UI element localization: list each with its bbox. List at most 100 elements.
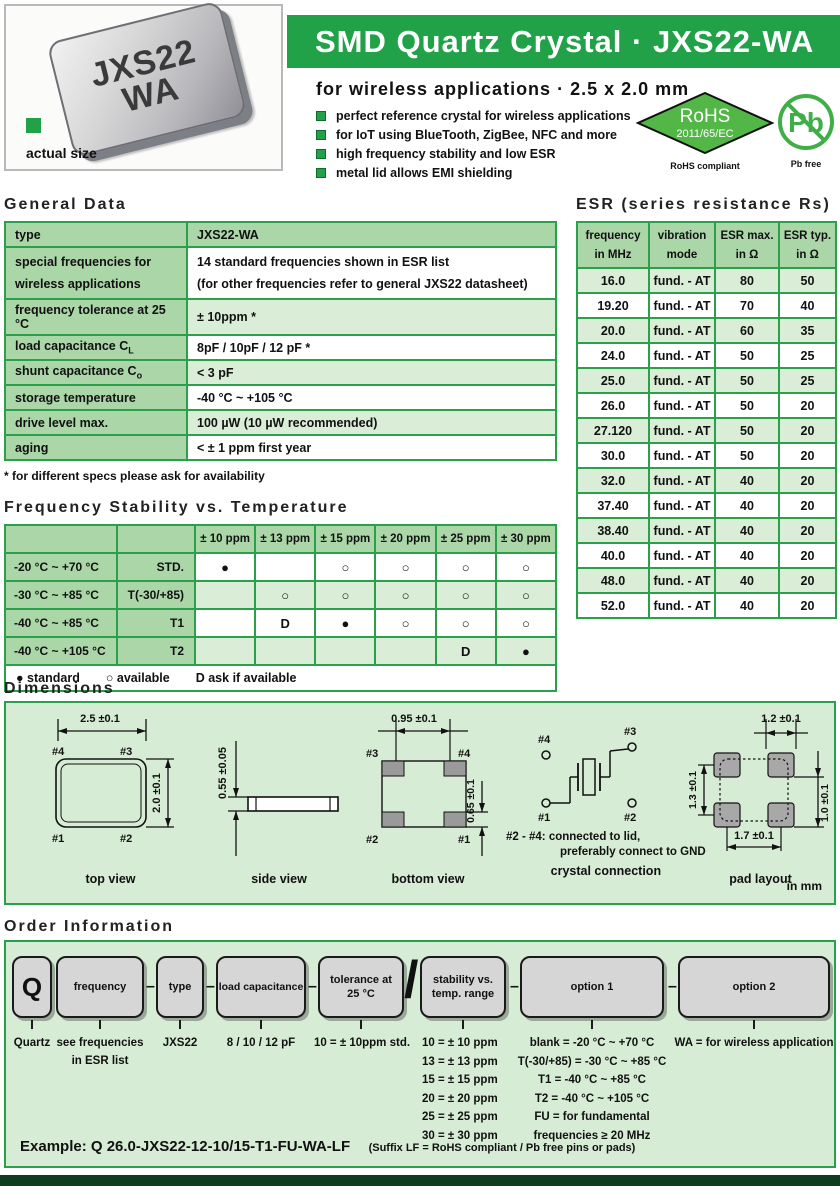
feature-bullets: perfect reference crystal for wireless a… <box>316 106 631 182</box>
bullet-text: perfect reference crystal for wireless a… <box>336 108 631 123</box>
esr-max: 80 <box>714 267 780 294</box>
order-box-frequency-label: frequency <box>73 981 127 993</box>
esr-typ: 20 <box>778 542 837 569</box>
col-header-max: ESR max. <box>714 221 780 245</box>
dash-separator: – <box>510 978 519 995</box>
esr-frequency: 26.0 <box>576 392 650 419</box>
stability-option: 25 = ± 25 ppm <box>422 1111 498 1123</box>
esr-typ: 25 <box>778 367 837 394</box>
esr-frequency: 25.0 <box>576 367 650 394</box>
chip-marking: JXS22 WA <box>87 32 207 124</box>
esr-typ: 20 <box>778 442 837 469</box>
table-row: drive level max. 100 µW (10 µW recommend… <box>4 409 557 436</box>
ppm-header: ± 13 ppm <box>254 524 317 554</box>
svg-text:#1: #1 <box>52 833 64 845</box>
temp-code-cell: T1 <box>116 608 196 638</box>
general-data-section: General Data type JXS22-WA special frequ… <box>4 196 558 692</box>
esr-max: 50 <box>714 392 780 419</box>
connection-note-line1: #2 - #4: connected to lid, <box>506 831 641 843</box>
bottom-view-drawing: 0.95 ±0.1 #3 #4 #2 #1 0.6 <box>358 711 498 886</box>
actual-size-square <box>26 118 41 133</box>
esr-max: 40 <box>714 567 780 594</box>
option1-list: blank = -20 °C ~ +70 °C T(-30/+85) = -30 … <box>506 1034 678 1145</box>
availability-cell: ○ <box>254 580 317 610</box>
connection-note: #2 - #4: connected to lid, preferably co… <box>506 830 706 860</box>
example-code: Example: Q 26.0-JXS22-12-10/15-T1-FU-WA-… <box>20 1138 351 1155</box>
availability-cell: ● <box>193 552 257 582</box>
table-row: special frequencies for wireless applica… <box>4 246 557 300</box>
row-value-line1: 14 standard frequencies shown in ESR lis… <box>197 255 450 269</box>
legend-label: ask if available <box>208 671 297 685</box>
order-info-panel: Q Quartz frequency see frequencies in ES… <box>4 940 836 1168</box>
dimensions-panel: 2.5 ±0.1 #4 #3 2.0 ±0.1 #1 #2 top view <box>4 701 836 905</box>
top-view-drawing: 2.5 ±0.1 #4 #3 2.0 ±0.1 #1 #2 top view <box>28 711 193 886</box>
table-row: storage temperature -40 °C ~ +105 °C <box>4 384 557 411</box>
esr-frequency: 30.0 <box>576 442 650 469</box>
availability-cell: ● <box>494 636 558 666</box>
esr-mode: fund. - AT <box>648 492 716 519</box>
esr-row: 32.0 fund. - AT 40 20 <box>576 467 837 494</box>
svg-text:2.0 ±0.1: 2.0 ±0.1 <box>151 773 163 813</box>
row-value: < 3 pF <box>186 359 557 386</box>
page-title: SMD Quartz Crystal · JXS22-WA <box>315 23 815 59</box>
crystal-connection-caption: crystal connection <box>550 864 662 878</box>
ppm-header: ± 10 ppm <box>193 524 257 554</box>
availability-cell: ○ <box>494 552 558 582</box>
col-header-typ: ESR typ. <box>778 221 837 245</box>
esr-header-row2: in MHz mode in Ω in Ω <box>576 245 837 269</box>
row-value: < ± 1 ppm first year <box>186 434 557 461</box>
svg-text:#4: #4 <box>52 746 65 758</box>
option1-item: blank = -20 °C ~ +70 °C <box>529 1037 655 1049</box>
bullet-square-icon <box>316 167 326 178</box>
esr-header-row: frequency vibration ESR max. ESR typ. <box>576 221 837 245</box>
esr-row: 52.0 fund. - AT 40 20 <box>576 592 837 619</box>
connection-note-line2: preferably connect to GND <box>560 846 706 858</box>
top-view-caption: top view <box>85 872 136 886</box>
bullet-square-icon <box>316 110 326 121</box>
order-box-stability: stability vs. temp. range <box>420 956 506 1018</box>
col-header-typ-unit: in Ω <box>778 245 837 269</box>
option1-item: FU = for fundamental <box>534 1111 650 1123</box>
side-view-drawing: 0.55 ±0.05 side view <box>214 711 344 886</box>
svg-text:#3: #3 <box>624 726 636 738</box>
bottom-view-caption: bottom view <box>391 872 465 886</box>
esr-mode: fund. - AT <box>648 367 716 394</box>
esr-frequency: 38.40 <box>576 517 650 544</box>
legend-symbol: ● <box>16 671 24 685</box>
crystal-connection-drawing: #4 #3 #1 #2 #2 - #4: connected to lid <box>506 711 706 878</box>
row-label: aging <box>4 434 188 461</box>
option1-item: T1 = -40 °C ~ +85 °C <box>538 1074 646 1086</box>
row-label: frequency tolerance at 25 °C <box>4 298 188 336</box>
dash-separator: – <box>206 978 215 995</box>
order-box-option2-label: option 2 <box>732 981 776 993</box>
availability-cell <box>254 552 317 582</box>
table-row: load capacitance CL 8pF / 10pF / 12 pF * <box>4 334 557 361</box>
rohs-logo: RoHS 2011/65/EC RoHS compliant <box>635 91 775 171</box>
row-label-subscript: L <box>128 345 134 356</box>
empty-header-cell <box>4 524 118 554</box>
order-box-stability-line2: temp. range <box>431 988 495 1000</box>
unit-note: in mm <box>786 879 822 893</box>
legend-item: D ask if available <box>196 671 297 685</box>
actual-size-label: actual size <box>26 145 97 161</box>
stability-option: 15 = ± 15 ppm <box>422 1074 498 1086</box>
table-row: type JXS22-WA <box>4 221 557 248</box>
general-data-footnote: * for different specs please ask for ava… <box>4 469 265 483</box>
bullet-square-icon <box>316 148 326 159</box>
crystal-package-image: JXS22 WA <box>46 0 248 158</box>
row-label-text: shunt capacitance C <box>15 364 137 379</box>
tick-line <box>360 1020 362 1029</box>
order-box-option1: option 1 <box>520 956 664 1018</box>
order-box-load: load capacitance <box>216 956 306 1018</box>
legend-cell: ● standard ○ available D ask if available <box>4 664 557 692</box>
empty-header-cell <box>116 524 196 554</box>
availability-cell <box>254 636 317 666</box>
col-header-frequency-unit: in MHz <box>576 245 650 269</box>
table-row: shunt capacitance Co < 3 pF <box>4 359 557 386</box>
esr-frequency: 16.0 <box>576 267 650 294</box>
stability-option: 20 = ± 20 ppm <box>422 1092 498 1105</box>
order-box-frequency: frequency <box>56 956 144 1018</box>
pad-layout-caption: pad layout <box>729 872 792 886</box>
pb-free-icon: Pb <box>778 94 834 150</box>
legend-item: ○ available <box>106 671 170 685</box>
